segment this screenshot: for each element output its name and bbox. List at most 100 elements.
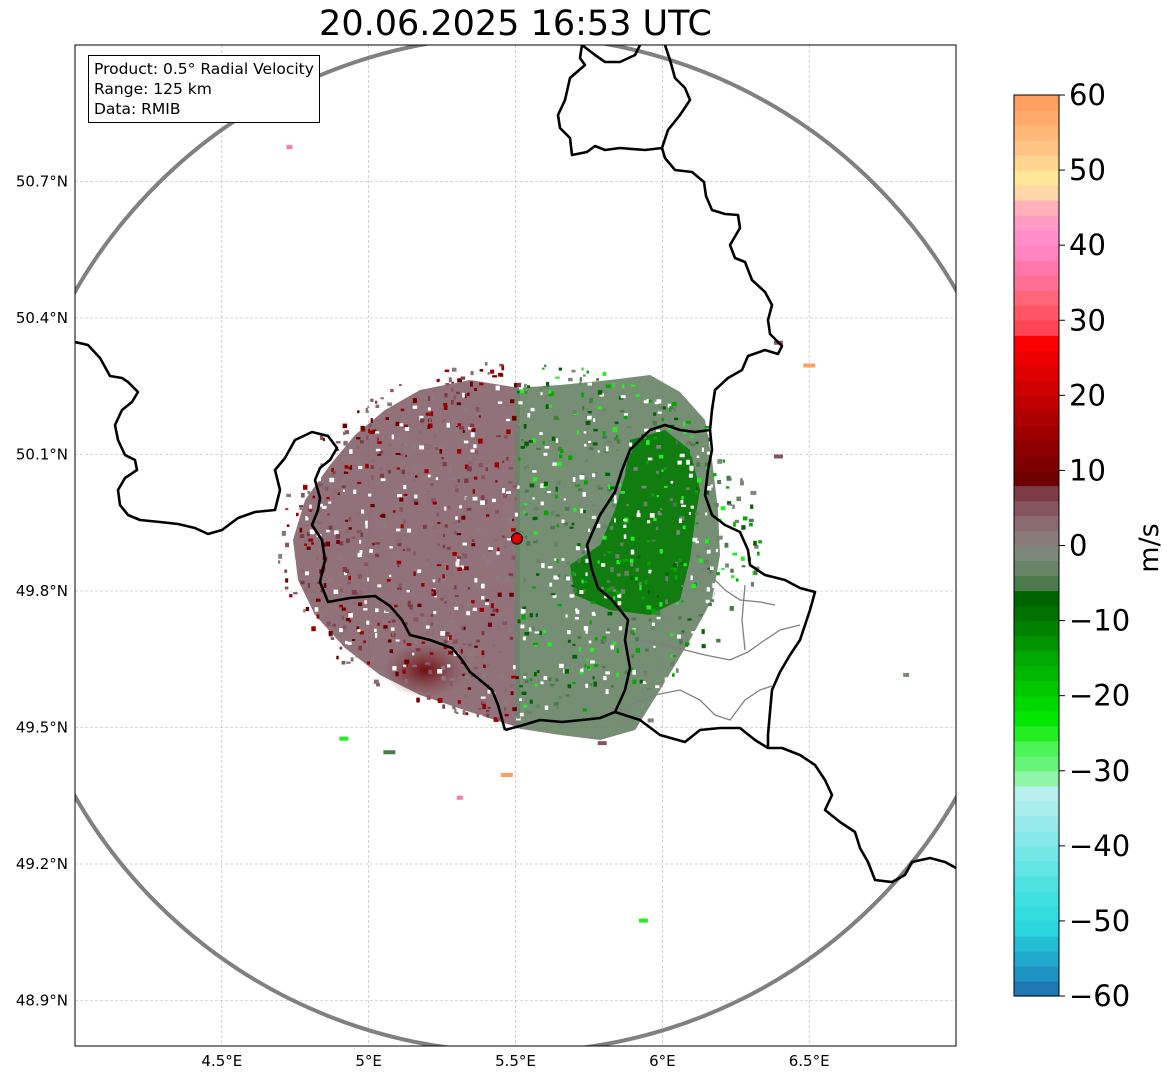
- echo-pixel: [412, 405, 418, 409]
- echo-pixel: [464, 694, 467, 698]
- echo-pixel: [656, 399, 662, 404]
- echo-pixel: [586, 370, 589, 374]
- echo-outlier: [803, 363, 816, 368]
- echo-pixel: [656, 445, 662, 449]
- echo-pixel: [532, 497, 535, 500]
- echo-pixel: [606, 580, 611, 583]
- echo-pixel: [335, 441, 341, 444]
- echo-pixel: [380, 478, 386, 482]
- echo-pixel: [554, 494, 558, 499]
- colorbar-band: [1014, 305, 1059, 321]
- echo-pixel: [596, 523, 601, 528]
- echo-pixel: [421, 641, 425, 644]
- echo-pixel: [334, 530, 339, 535]
- echo-pixel: [583, 510, 586, 514]
- radar-echo-field: [274, 104, 910, 923]
- echo-pixel: [507, 518, 513, 523]
- echo-pixel: [416, 697, 420, 703]
- echo-pixel: [437, 698, 443, 703]
- echo-pixel: [356, 445, 360, 449]
- echo-pixel: [709, 570, 712, 574]
- colorbar-tick-label: 20: [1069, 378, 1106, 412]
- district-borders: [629, 559, 801, 721]
- echo-pixel: [646, 398, 649, 402]
- echo-pixel: [734, 583, 738, 588]
- echo-pixel: [656, 616, 661, 620]
- echo-pixel: [342, 458, 346, 462]
- echo-pixel: [452, 639, 458, 644]
- echo-pixel: [460, 376, 466, 380]
- echo-pixel: [527, 413, 531, 418]
- echo-pixel: [460, 384, 463, 387]
- echo-pixel: [578, 488, 583, 492]
- echo-pixel: [612, 517, 615, 520]
- echo-pixel: [431, 498, 436, 503]
- echo-pixel: [466, 602, 472, 607]
- echo-pixel: [366, 435, 369, 441]
- echo-pixel: [368, 423, 372, 428]
- echo-pixel: [433, 611, 437, 615]
- echo-pixel: [570, 571, 575, 576]
- echo-pixel: [444, 506, 447, 511]
- echo-pixel: [579, 671, 583, 675]
- echo-pixel: [651, 608, 656, 613]
- echo-pixel: [520, 446, 525, 449]
- echo-pixel: [367, 406, 370, 409]
- echo-pixel: [583, 477, 588, 481]
- echo-pixel: [655, 526, 659, 531]
- echo-pixel: [387, 578, 391, 582]
- colorbar-band: [1014, 815, 1059, 832]
- echo-pixel: [506, 429, 511, 435]
- echo-pixel: [626, 503, 629, 507]
- echo-pixel: [375, 400, 378, 404]
- echo-pixel: [681, 495, 684, 500]
- echo-pixel: [694, 490, 698, 494]
- echo-pixel: [705, 599, 710, 604]
- echo-pixel: [634, 688, 640, 694]
- echo-pixel: [532, 470, 537, 473]
- echo-pixel: [533, 507, 539, 511]
- echo-pixel: [605, 671, 611, 675]
- echo-pixel: [345, 529, 350, 534]
- echo-pixel: [388, 620, 391, 624]
- echo-pixel: [699, 614, 703, 617]
- echo-pixel: [432, 501, 437, 505]
- lat-tick-label: 49.5°N: [16, 719, 68, 737]
- echo-pixel: [355, 654, 360, 658]
- echo-pixel: [602, 636, 607, 640]
- echo-pixel: [293, 592, 298, 595]
- echo-pixel: [436, 564, 442, 567]
- echo-pixel: [721, 568, 725, 570]
- echo-pixel: [396, 528, 401, 532]
- colorbar-tick-label: 50: [1069, 153, 1106, 187]
- echo-pixel: [583, 480, 588, 485]
- echo-pixel: [497, 592, 502, 597]
- echo-pixel: [581, 367, 584, 371]
- echo-pixel: [490, 369, 495, 374]
- echo-pixel: [357, 512, 360, 516]
- echo-pixel: [357, 629, 361, 632]
- echo-pixel: [567, 630, 571, 635]
- echo-pixel: [315, 521, 320, 525]
- echo-pixel: [453, 395, 456, 400]
- product-line: Product: 0.5° Radial Velocity: [94, 60, 314, 78]
- echo-pixel: [582, 580, 588, 583]
- echo-pixel: [383, 523, 388, 528]
- echo-pixel: [341, 615, 344, 621]
- echo-pixel: [724, 608, 730, 613]
- echo-pixel: [452, 705, 456, 710]
- echo-pixel: [535, 613, 538, 617]
- echo-pixel: [672, 673, 675, 677]
- echo-pixel: [421, 583, 425, 587]
- echo-pixel: [487, 622, 492, 627]
- colorbar-band: [1014, 140, 1059, 156]
- echo-pixel: [339, 531, 342, 535]
- echo-pixel: [568, 455, 573, 460]
- echo-pixel: [452, 367, 457, 372]
- echo-pixel: [376, 437, 379, 443]
- echo-pixel: [359, 540, 362, 544]
- echo-pixel: [598, 487, 603, 490]
- echo-pixel: [748, 518, 754, 523]
- echo-pixel: [395, 453, 401, 455]
- echo-pixel: [509, 592, 514, 597]
